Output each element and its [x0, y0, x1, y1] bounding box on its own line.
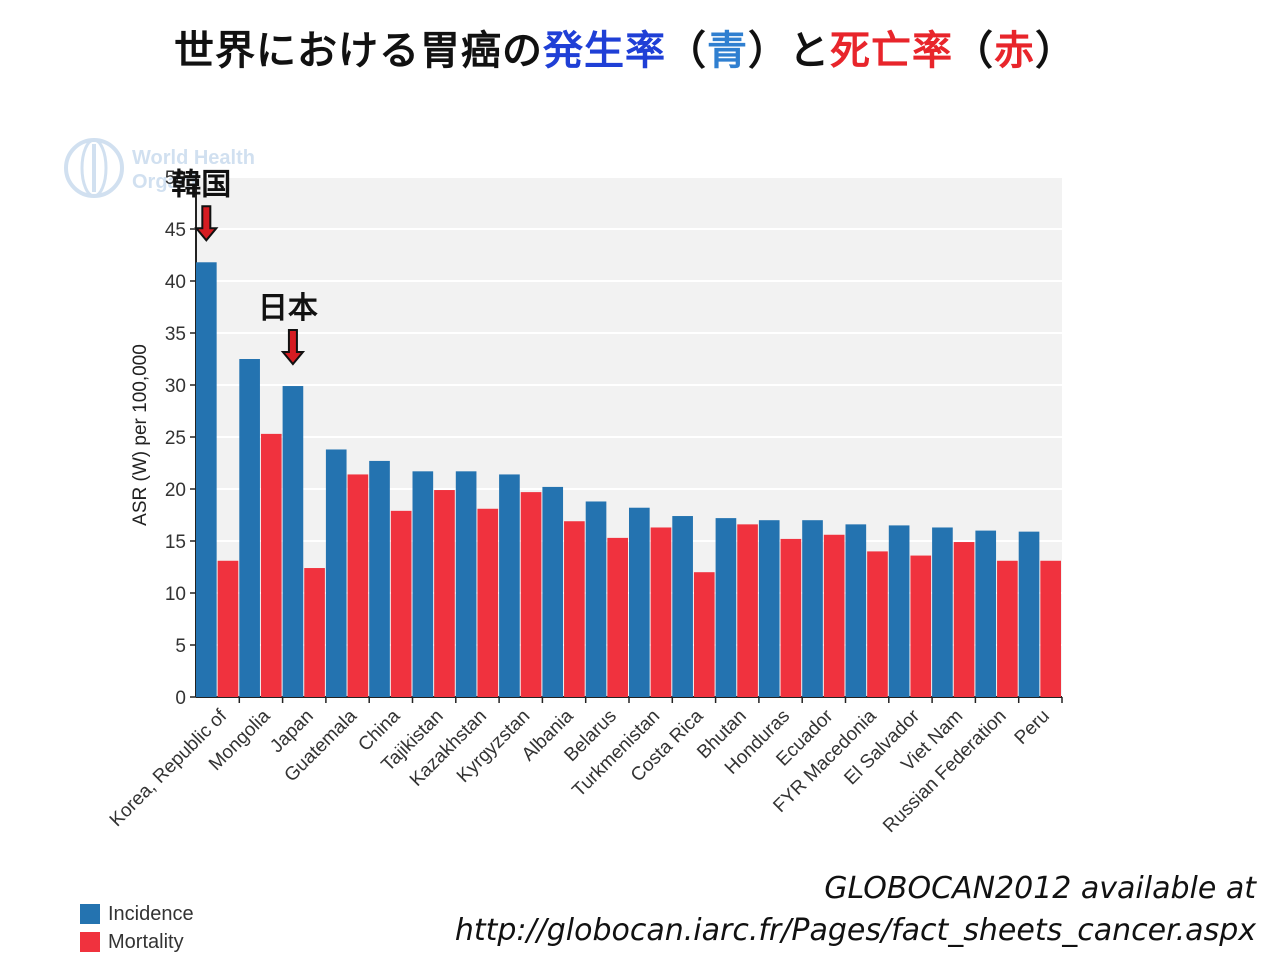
mortality-bar-16	[910, 555, 932, 697]
incidence-bar-16	[888, 525, 910, 697]
mortality-bar-13	[780, 538, 802, 697]
y-tick-label: 50	[165, 168, 186, 189]
chart-legend: Incidence Mortality	[80, 900, 194, 956]
y-tick-label: 5	[175, 636, 186, 657]
mortality-bar-14	[823, 534, 845, 697]
source-citation: GLOBOCAN2012 available at http://globoca…	[455, 868, 1256, 952]
incidence-bar-10	[629, 507, 650, 697]
y-tick-label: 45	[165, 220, 186, 241]
mortality-bar-7	[520, 492, 542, 697]
mortality-bar-2	[304, 568, 325, 697]
incidence-bar-9	[585, 501, 607, 697]
incidence-bar-15	[845, 524, 867, 697]
title-paren-open-2: （	[953, 28, 994, 74]
y-tick-label: 10	[165, 584, 186, 605]
mortality-bar-19	[1040, 560, 1061, 697]
incidence-bar-13	[758, 520, 780, 697]
mortality-bar-11	[693, 572, 715, 697]
legend-mortality-label: Mortality	[108, 930, 184, 953]
title-paren-close-2: ）	[1035, 28, 1076, 74]
incidence-bar-5	[412, 471, 434, 697]
incidence-bar-14	[802, 520, 823, 697]
mortality-bar-10	[650, 527, 672, 697]
y-tick-label: 15	[165, 532, 186, 553]
legend-mortality: Mortality	[80, 928, 194, 956]
y-tick-label: 30	[165, 376, 186, 397]
mortality-bar-5	[434, 490, 455, 697]
who-logo-line1: World Health	[132, 147, 255, 169]
incidence-bar-4	[369, 460, 390, 697]
title-red-word: 赤	[994, 28, 1035, 74]
y-tick-label: 40	[165, 272, 186, 293]
title-paren-open-1: （	[666, 28, 707, 74]
incidence-bar-3	[325, 449, 347, 697]
mortality-bar-12	[737, 524, 758, 697]
legend-incidence: Incidence	[80, 900, 194, 928]
incidence-bar-11	[672, 516, 693, 697]
down-arrow-icon	[194, 205, 219, 242]
mortality-bar-3	[347, 474, 369, 697]
incidence-bar-0	[196, 262, 217, 697]
y-axis-label: ASR (W) per 100,000	[130, 344, 151, 526]
incidence-bar-19	[1018, 531, 1040, 697]
y-tick-label: 20	[165, 480, 186, 501]
legend-mortality-swatch	[80, 932, 100, 952]
incidence-bar-12	[715, 518, 737, 697]
title-mortality: 死亡率	[830, 28, 953, 74]
incidence-bar-2	[282, 386, 304, 697]
title-paren-close-1: ）と	[748, 28, 830, 74]
mortality-bar-17	[953, 542, 975, 697]
legend-incidence-label: Incidence	[108, 902, 194, 925]
mortality-bar-8	[564, 521, 585, 697]
title-part-1: 世界における胃癌の	[174, 28, 543, 74]
incidence-bar-6	[455, 471, 477, 697]
x-category-label: Peru	[1011, 706, 1054, 749]
incidence-bar-17	[932, 527, 953, 697]
mortality-bar-9	[607, 537, 628, 697]
mortality-bar-0	[217, 560, 239, 697]
title-blue-word: 青	[707, 28, 748, 74]
incidence-bar-8	[542, 486, 564, 697]
legend-incidence-swatch	[80, 904, 100, 924]
y-tick-label: 0	[175, 688, 186, 709]
y-tick-label: 25	[165, 428, 186, 449]
mortality-bar-4	[390, 510, 412, 697]
down-arrow-icon	[280, 329, 306, 366]
source-url: http://globocan.iarc.fr/Pages/fact_sheet…	[454, 913, 1256, 948]
y-tick-label: 35	[165, 324, 186, 345]
incidence-bar-18	[975, 530, 997, 697]
mortality-bar-6	[477, 508, 499, 697]
mortality-bar-15	[867, 551, 888, 697]
annotation-label: 日本	[258, 291, 318, 326]
slide-title: 世界における胃癌の発生率（青）と死亡率（赤）	[0, 18, 1250, 76]
incidence-bar-7	[499, 474, 520, 697]
source-line-1: GLOBOCAN2012 available at	[824, 871, 1256, 906]
incidence-bar-1	[239, 359, 260, 697]
mortality-bar-1	[260, 433, 282, 697]
mortality-bar-18	[997, 560, 1018, 697]
annotation-label: 韓国	[171, 167, 231, 202]
title-incidence: 発生率	[543, 28, 666, 74]
